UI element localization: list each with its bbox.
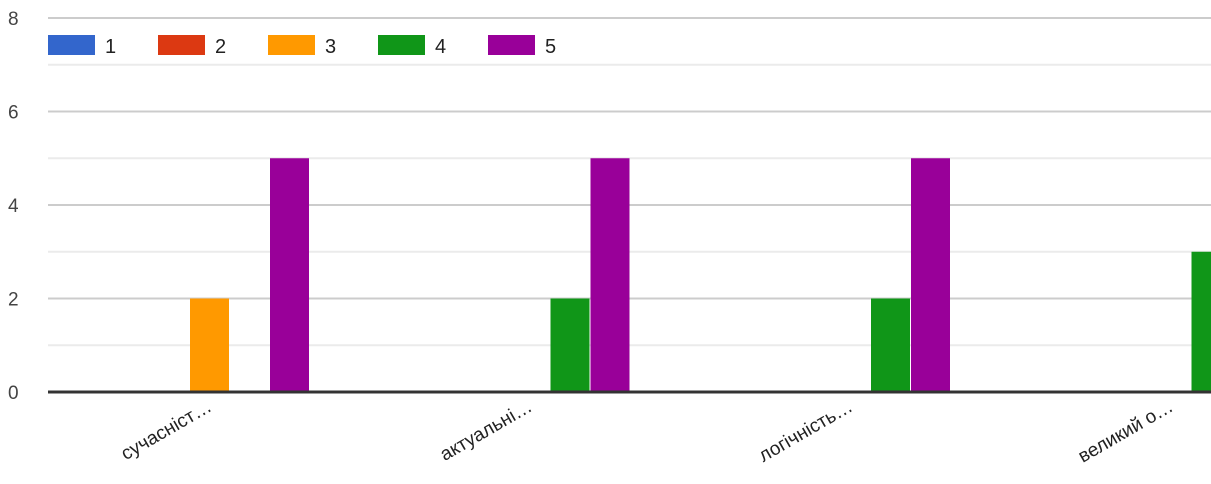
legend-label-4: 4 [435,36,446,58]
bar-series-3-cat-0[interactable] [190,298,229,393]
legend-label-2: 2 [215,36,226,58]
bar-series-5-cat-0[interactable] [270,158,309,392]
bar-series-5-cat-1[interactable] [590,158,630,392]
x-category-label: сучасніст… [118,396,216,465]
x-category-label: великий о… [1075,396,1177,467]
x-axis-labels: сучасніст… актуальні… логічність… великий о… [118,396,1177,467]
legend-swatch-3 [268,35,315,55]
y-tick-label: 8 [8,9,19,30]
legend-swatch-1 [48,35,95,55]
legend-label-3: 3 [325,36,336,58]
legend: 1 2 3 4 5 [48,35,556,58]
bar-series-5-cat-2[interactable] [911,158,950,392]
legend-label-1: 1 [105,36,116,58]
y-tick-label: 2 [8,290,19,311]
y-tick-label: 6 [8,103,19,124]
bars [190,158,1211,392]
x-category-label: актуальні… [437,396,536,465]
legend-swatch-2 [158,35,205,55]
bar-series-4-cat-2[interactable] [871,298,910,393]
legend-swatch-5 [488,35,535,55]
y-tick-label: 0 [8,383,19,404]
y-tick-label: 4 [8,196,19,217]
bar-series-4-cat-1[interactable] [550,298,590,393]
x-category-label: логічність… [755,396,856,467]
legend-swatch-4 [378,35,425,55]
legend-label-5: 5 [545,36,556,58]
bar-series-4-cat-3[interactable] [1191,251,1211,392]
y-axis-ticks: 0 2 4 6 8 [8,9,19,404]
